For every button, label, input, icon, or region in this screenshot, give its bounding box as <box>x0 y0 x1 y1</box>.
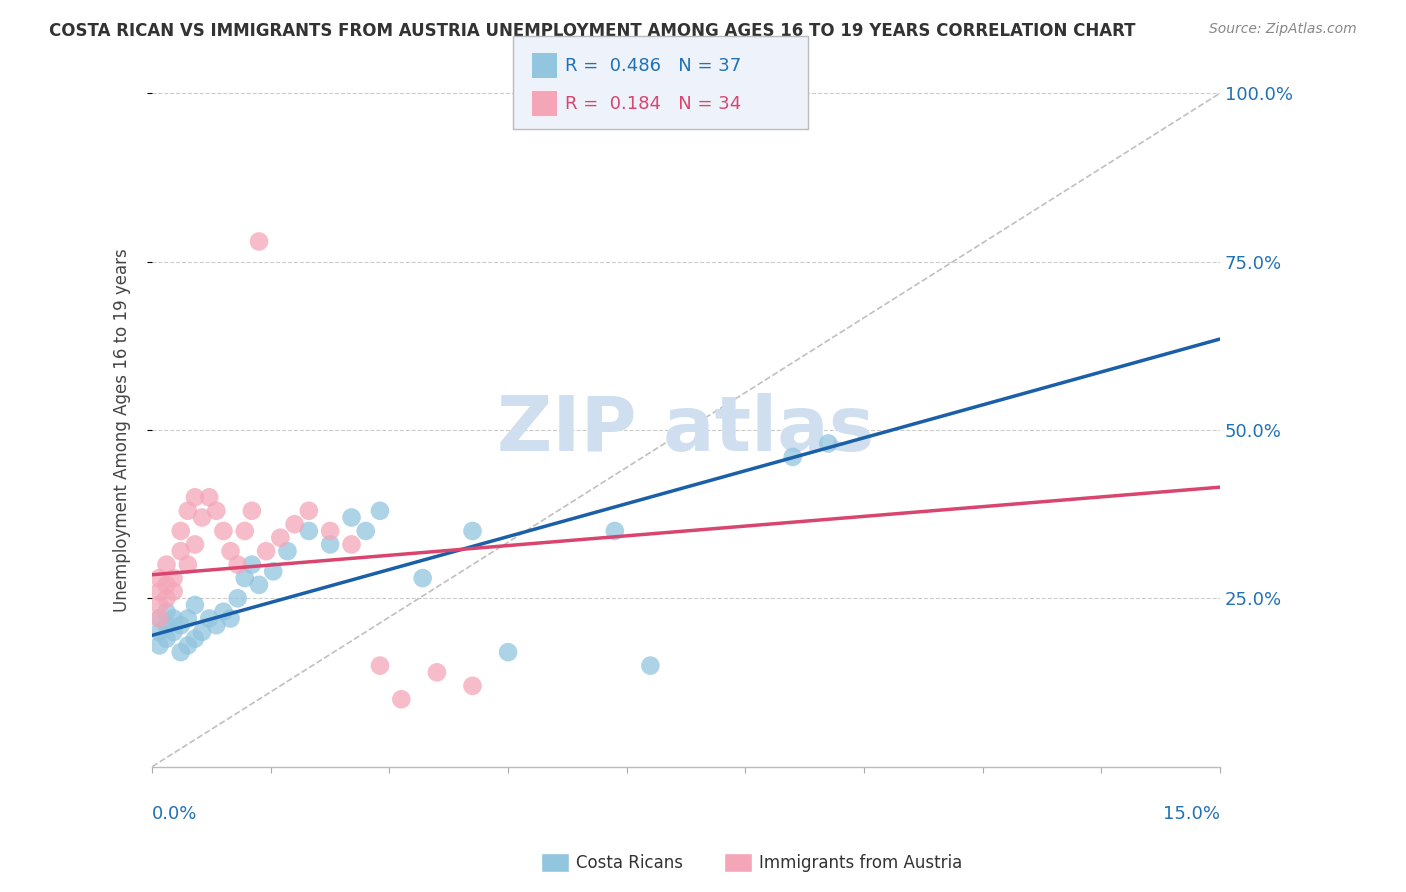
Text: 0.0%: 0.0% <box>152 805 198 823</box>
Point <box>177 558 200 572</box>
Point <box>162 571 184 585</box>
Point <box>205 504 228 518</box>
Point <box>162 611 184 625</box>
Point <box>298 504 321 518</box>
Point <box>354 524 377 538</box>
Point <box>262 565 284 579</box>
Point <box>177 504 200 518</box>
Point <box>319 524 342 538</box>
Point <box>240 558 263 572</box>
Point <box>603 524 626 538</box>
Point <box>184 537 207 551</box>
Point <box>191 624 214 639</box>
Point <box>155 632 177 646</box>
Point <box>205 618 228 632</box>
Text: Source: ZipAtlas.com: Source: ZipAtlas.com <box>1209 22 1357 37</box>
Point <box>148 598 170 612</box>
Point <box>368 658 391 673</box>
Point <box>276 544 298 558</box>
Point <box>184 598 207 612</box>
Point <box>148 611 170 625</box>
Point <box>240 504 263 518</box>
Text: Immigrants from Austria: Immigrants from Austria <box>759 854 963 871</box>
Point <box>155 605 177 619</box>
Point <box>368 504 391 518</box>
Point <box>496 645 519 659</box>
Point <box>219 611 242 625</box>
Point <box>233 524 256 538</box>
Point <box>170 544 193 558</box>
Point <box>162 624 184 639</box>
Point <box>233 571 256 585</box>
Point <box>148 611 170 625</box>
Point <box>162 584 184 599</box>
Point <box>461 524 484 538</box>
Point <box>298 524 321 538</box>
Point <box>184 632 207 646</box>
Point <box>817 436 839 450</box>
Point <box>340 537 363 551</box>
Text: Costa Ricans: Costa Ricans <box>576 854 683 871</box>
Point <box>226 591 249 606</box>
Point <box>219 544 242 558</box>
Point <box>226 558 249 572</box>
Point <box>782 450 804 464</box>
Point <box>198 491 221 505</box>
Point <box>177 611 200 625</box>
Point <box>155 591 177 606</box>
Y-axis label: Unemployment Among Ages 16 to 19 years: Unemployment Among Ages 16 to 19 years <box>114 248 131 612</box>
Point <box>170 645 193 659</box>
Point <box>247 578 270 592</box>
Point <box>412 571 434 585</box>
Text: R =  0.486   N = 37: R = 0.486 N = 37 <box>565 56 741 75</box>
Point <box>269 531 291 545</box>
Point <box>426 665 449 680</box>
Point <box>212 605 235 619</box>
Point <box>461 679 484 693</box>
Point <box>170 618 193 632</box>
Point <box>148 639 170 653</box>
Point <box>184 491 207 505</box>
Point <box>155 578 177 592</box>
Point <box>148 624 170 639</box>
Point <box>340 510 363 524</box>
Text: R =  0.184   N = 34: R = 0.184 N = 34 <box>565 95 741 112</box>
Point <box>198 611 221 625</box>
Point <box>148 571 170 585</box>
Point <box>148 584 170 599</box>
Point <box>389 692 412 706</box>
Text: ZIP atlas: ZIP atlas <box>498 393 875 467</box>
Text: 15.0%: 15.0% <box>1163 805 1220 823</box>
Text: COSTA RICAN VS IMMIGRANTS FROM AUSTRIA UNEMPLOYMENT AMONG AGES 16 TO 19 YEARS CO: COSTA RICAN VS IMMIGRANTS FROM AUSTRIA U… <box>49 22 1136 40</box>
Point <box>212 524 235 538</box>
Point <box>319 537 342 551</box>
Point <box>284 517 307 532</box>
Point <box>254 544 277 558</box>
Point <box>640 658 662 673</box>
Point <box>170 524 193 538</box>
Point <box>191 510 214 524</box>
Point <box>155 558 177 572</box>
Point <box>247 235 270 249</box>
Point <box>155 618 177 632</box>
Point <box>177 639 200 653</box>
